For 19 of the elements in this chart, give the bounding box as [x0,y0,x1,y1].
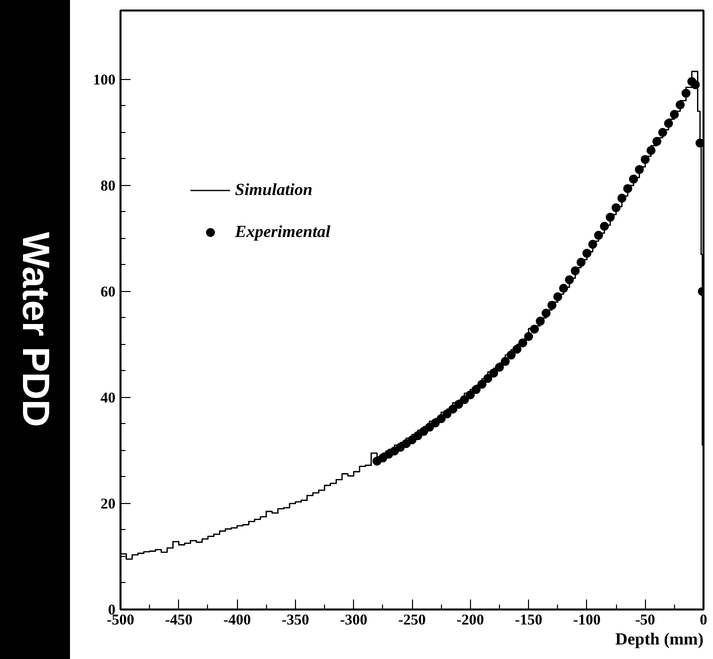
legend-label: Experimental [235,222,330,242]
legend-label: Simulation [235,180,312,200]
x-tick-label: -350 [282,612,310,628]
x-tick-label: -150 [514,612,542,628]
x-tick-label: -450 [165,612,193,628]
y-axis-title: Water PDD [13,232,58,427]
y-tick-label: 60 [100,284,116,300]
x-tick-label: -100 [573,612,601,628]
x-axis-title: Depth (mm) [615,630,704,648]
y-tick-label: 20 [100,496,116,512]
y-tick-label: 80 [100,178,116,194]
x-tick-label: -200 [456,612,484,628]
x-tick-label: -300 [340,612,368,628]
x-tick-label: -250 [398,612,426,628]
y-tick-label: 100 [93,72,116,88]
y-tick-label: 40 [100,390,116,406]
x-tick-label: -400 [223,612,251,628]
x-tick-label: 0 [700,612,708,628]
x-tick-label: -50 [635,612,656,628]
